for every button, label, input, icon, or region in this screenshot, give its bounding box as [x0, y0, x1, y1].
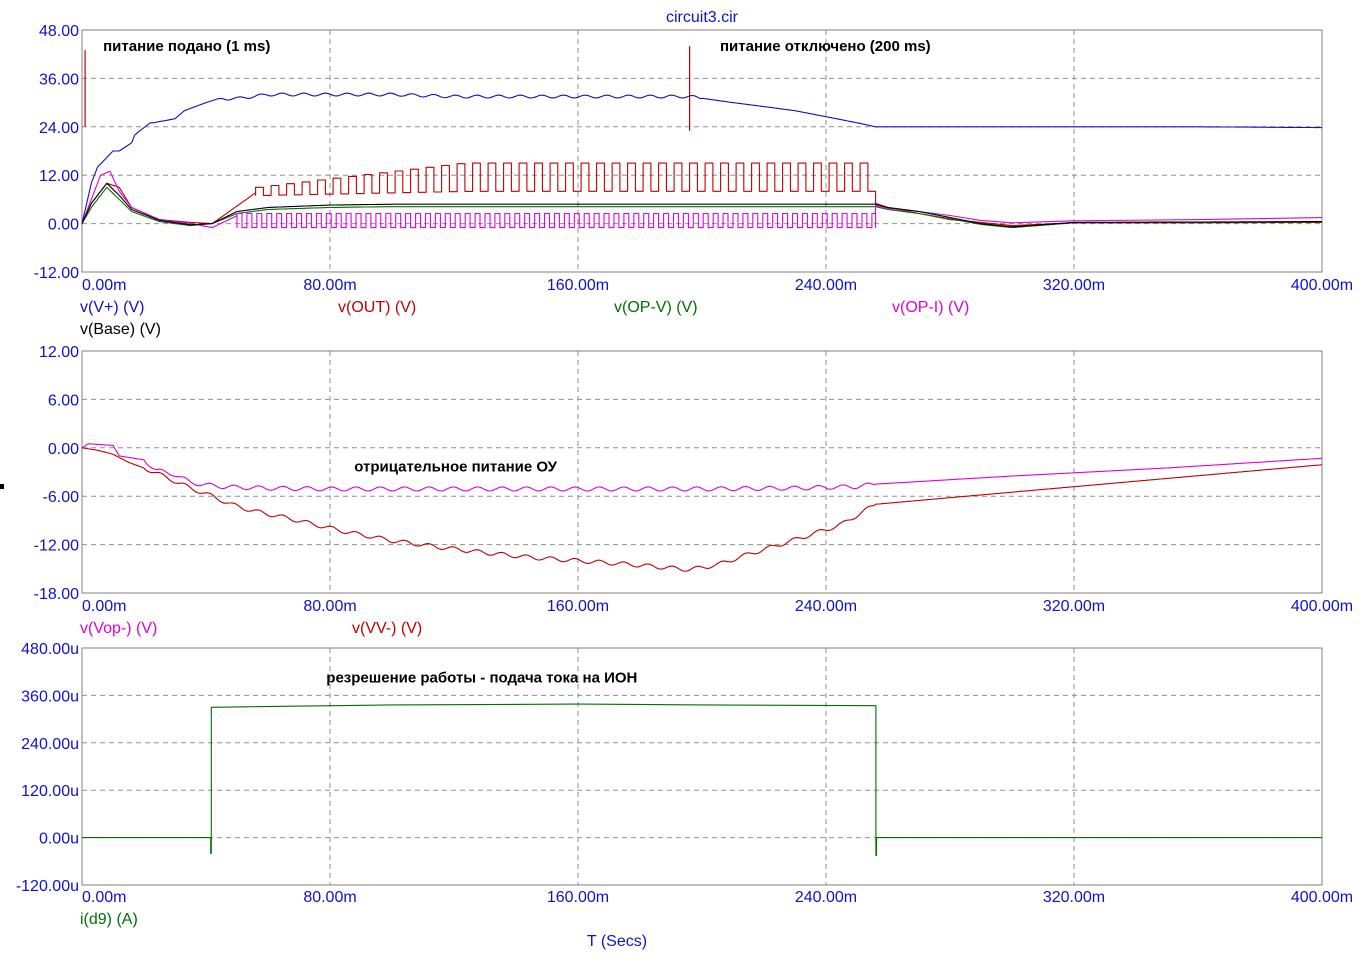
y-tick-label: 0.00 — [48, 217, 79, 234]
x-tick-label: 400.00m — [1291, 598, 1353, 615]
y-tick-label: -6.00 — [43, 489, 80, 506]
plot-frame — [81, 647, 1323, 886]
y-tick-label: 36.00 — [39, 71, 79, 88]
trace-v-vv-v- — [81, 447, 1323, 572]
x-tick-label: 240.00m — [795, 277, 857, 294]
trace-v-out-v- — [81, 162, 1323, 227]
legend-panel-current: i(d9) (A) — [80, 911, 138, 928]
y-tick-label: 0.00u — [39, 831, 79, 848]
legend-id9: i(d9) (A) — [80, 911, 138, 928]
legend-vbase: v(Base) (V) — [80, 321, 161, 338]
x-tick-label: 160.00m — [547, 277, 609, 294]
x-tick-label: 80.00m — [303, 598, 356, 615]
plot-frame — [81, 29, 1323, 273]
x-tick-label: 240.00m — [795, 889, 857, 906]
plot-panel-negative-supply[interactable]: 0.00m 80.00m 160.00m 240.00m 320.00m 400.00m 1… — [34, 344, 1354, 615]
trace-v-op-i-v- — [81, 170, 1323, 229]
chart-annotation: питание отключено (200 ms) — [720, 38, 931, 55]
chart-annotation: резрешение работы - подача тока на ИОН — [326, 670, 637, 687]
legend-vopv: v(OP-V) (V) — [614, 299, 698, 316]
y-tick-label: -120.00u — [16, 878, 79, 895]
plot-panel-supply[interactable]: 0.00m 80.00m 160.00m 240.00m 320.00m 400.00m 4… — [34, 23, 1354, 294]
x-tick-label: 400.00m — [1291, 889, 1353, 906]
y-tick-label: 240.00u — [21, 736, 79, 753]
legend-vop-minus: v(Vop-) (V) — [80, 620, 157, 637]
y-tick-label: 120.00u — [21, 783, 79, 800]
x-tick-label: 320.00m — [1043, 598, 1105, 615]
y-tick-label: 0.00 — [48, 441, 79, 458]
y-tick-label: 48.00 — [39, 23, 79, 40]
y-tick-label: 6.00 — [48, 392, 79, 409]
y-tick-label: 24.00 — [39, 120, 79, 137]
x-tick-label: 0.00m — [82, 277, 126, 294]
x-tick-label: 0.00m — [82, 889, 126, 906]
trace-i-d9-a- — [82, 703, 1322, 856]
x-tick-label: 320.00m — [1043, 277, 1105, 294]
legend-vopi: v(OP-I) (V) — [892, 299, 969, 316]
y-tick-label: -12.00 — [34, 265, 79, 282]
y-tick-label: 360.00u — [21, 688, 79, 705]
legend-panel-negative-supply: v(Vop-) (V) v(VV-) (V) — [80, 620, 422, 637]
y-tick-label: 12.00 — [39, 344, 79, 361]
chart-annotation: питание подано (1 ms) — [103, 38, 270, 55]
x-tick-label: 400.00m — [1291, 277, 1353, 294]
splitter-handle[interactable] — [0, 484, 4, 489]
chart-annotation: отрицательное питание ОУ — [354, 458, 557, 475]
legend-vplus: v(V+) (V) — [80, 299, 144, 316]
trace-v-vop-v- — [81, 443, 1323, 492]
x-tick-label: 80.00m — [303, 889, 356, 906]
x-tick-label: 0.00m — [82, 598, 126, 615]
x-axis-title: T (Secs) — [587, 933, 647, 950]
window-title: circuit3.cir — [666, 9, 739, 26]
x-tick-label: 240.00m — [795, 598, 857, 615]
plot-panel-current[interactable]: 0.00m 80.00m 160.00m 240.00m 320.00m 400.00m 4… — [16, 641, 1353, 906]
x-tick-label: 160.00m — [547, 889, 609, 906]
y-tick-label: -12.00 — [34, 538, 79, 555]
x-tick-label: 160.00m — [547, 598, 609, 615]
y-tick-label: 12.00 — [39, 168, 79, 185]
y-tick-label: 480.00u — [21, 641, 79, 658]
y-tick-label: -18.00 — [34, 586, 79, 603]
x-tick-label: 80.00m — [303, 277, 356, 294]
legend-panel-supply: v(V+) (V) v(OUT) (V) v(OP-V) (V) v(OP-I)… — [80, 299, 969, 338]
plot-frame — [81, 350, 1323, 594]
trace-v-base-v- — [81, 182, 1322, 228]
trace-v-v-v- — [81, 92, 1322, 224]
x-tick-label: 320.00m — [1043, 889, 1105, 906]
legend-vout: v(OUT) (V) — [338, 299, 416, 316]
legend-vv-minus: v(VV-) (V) — [352, 620, 422, 637]
